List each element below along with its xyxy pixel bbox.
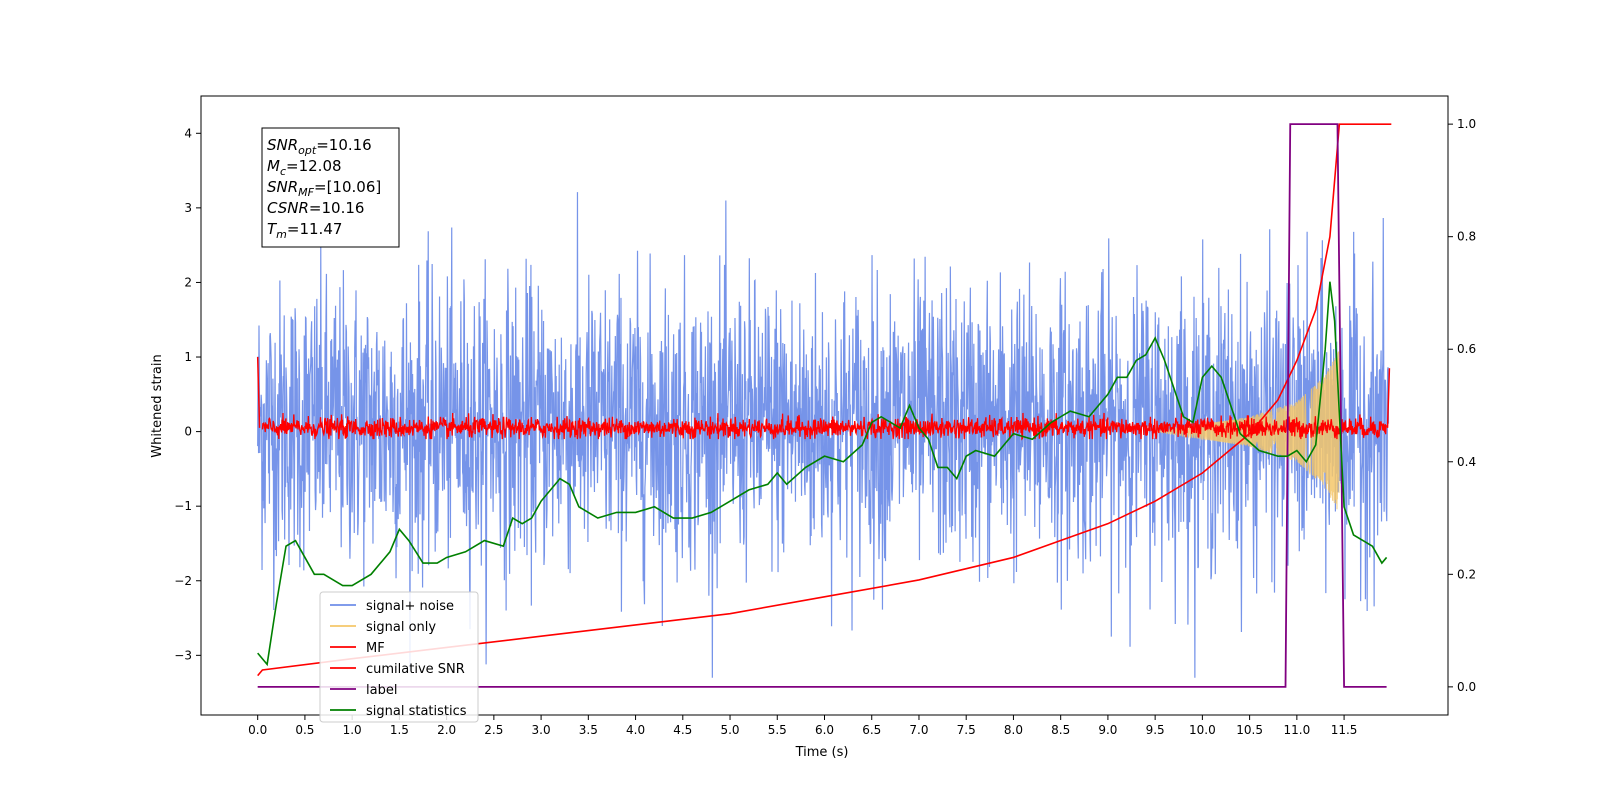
series-mf <box>261 412 1388 441</box>
x-tick-label: 3.0 <box>532 723 551 737</box>
x-tick-label: 8.0 <box>1004 723 1023 737</box>
stats-annotation-subscript: m <box>276 228 287 241</box>
legend-label: cumilative SNR <box>366 662 465 677</box>
x-tick-label: 9.5 <box>1146 723 1165 737</box>
y2-tick-label: 0.0 <box>1457 680 1476 694</box>
y-tick-label: −3 <box>174 648 192 662</box>
stats-annotation-subscript: MF <box>298 186 314 199</box>
x-tick-label: 7.0 <box>909 723 928 737</box>
x-tick-label: 2.0 <box>437 723 456 737</box>
legend-label: signal only <box>366 620 436 635</box>
x-tick-label: 3.5 <box>579 723 598 737</box>
x-tick-label: 7.5 <box>957 723 976 737</box>
x-tick-label: 2.5 <box>484 723 503 737</box>
y2-tick-label: 1.0 <box>1457 117 1476 131</box>
x-tick-label: 10.5 <box>1236 723 1263 737</box>
stats-annotation-key: SNR <box>267 178 298 196</box>
x-tick-label: 9.0 <box>1098 723 1117 737</box>
x-tick-label: 4.0 <box>626 723 645 737</box>
stats-annotation-key: T <box>267 220 278 238</box>
stats-annotation-value: =11.47 <box>287 220 343 238</box>
stats-annotation-box: SNRopt=10.16Mc=12.08SNRMF=[10.06]CSNR=10… <box>261 127 400 248</box>
x-tick-label: 10.0 <box>1189 723 1216 737</box>
y-tick-label: −2 <box>174 574 192 588</box>
y2-tick-label: 0.8 <box>1457 230 1476 244</box>
y-axis-title: Whitened strain <box>150 354 165 457</box>
stats-annotation-line: SNRMF=[10.06] <box>267 178 381 199</box>
x-tick-label: 8.5 <box>1051 723 1070 737</box>
y-axis-right: 0.0 0.2 0.4 0.6 0.8 1.0 <box>1448 117 1476 694</box>
stats-annotation-line: Tm=11.47 <box>267 220 342 241</box>
x-tick-label: 1.0 <box>343 723 362 737</box>
stats-annotation-value: =10.16 <box>316 136 372 154</box>
legend: signal+ noise signal only MF cumilative SNR… <box>319 591 479 723</box>
stats-annotation-key: M <box>267 157 280 175</box>
y2-tick-label: 0.2 <box>1457 567 1476 581</box>
stats-annotation-key: SNR <box>267 136 298 154</box>
stats-annotation-line: SNRopt=10.16 <box>267 136 372 157</box>
y2-tick-label: 0.4 <box>1457 455 1476 469</box>
legend-label: MF <box>366 641 385 656</box>
y2-tick-label: 0.6 <box>1457 342 1476 356</box>
x-tick-label: 6.5 <box>862 723 881 737</box>
stats-annotation-subscript: opt <box>298 144 317 157</box>
x-tick-label: 0.0 <box>248 723 267 737</box>
stats-annotation-subscript: c <box>280 165 286 178</box>
x-axis-title: Time (s) <box>795 745 849 760</box>
x-tick-label: 5.5 <box>768 723 787 737</box>
stats-annotation-line: CSNR=10.16 <box>267 199 364 217</box>
y-axis-left: −3 −2 −1 0 1 2 3 4 <box>174 126 201 662</box>
y-tick-label: 2 <box>184 275 192 289</box>
y-tick-label: 4 <box>184 126 192 140</box>
series-label <box>257 123 1387 688</box>
legend-label: signal statistics <box>366 704 467 719</box>
y-tick-label: 0 <box>184 425 192 439</box>
x-tick-label: 0.5 <box>295 723 314 737</box>
x-tick-label: 5.0 <box>720 723 739 737</box>
stats-annotation-value: =[10.06] <box>314 178 381 196</box>
stats-annotation-frame <box>261 127 400 248</box>
legend-frame <box>319 591 479 723</box>
x-tick-label: 1.5 <box>390 723 409 737</box>
series-mf-start <box>256 357 261 428</box>
x-tick-label: 11.0 <box>1283 723 1310 737</box>
x-tick-label: 4.5 <box>673 723 692 737</box>
legend-label: signal+ noise <box>366 599 454 614</box>
y-tick-label: 3 <box>184 201 192 215</box>
legend-label: label <box>366 683 397 698</box>
x-tick-label: 6.0 <box>815 723 834 737</box>
series-mf-end <box>1386 368 1391 428</box>
x-axis: 0.0 0.5 1.0 1.5 2.0 2.5 3.0 3.5 4.0 4.5 5.0 5.5 6.0 6… <box>248 715 1357 737</box>
stats-annotation-line: Mc=12.08 <box>267 157 342 178</box>
series-signal-statistics <box>257 281 1388 667</box>
y-tick-label: −1 <box>174 499 192 513</box>
stats-annotation-key: CSNR <box>267 199 309 217</box>
x-tick-label: 11.5 <box>1331 723 1358 737</box>
stats-annotation-value: =12.08 <box>286 157 342 175</box>
y-tick-label: 1 <box>184 350 192 364</box>
stats-annotation-value: =10.16 <box>309 199 365 217</box>
